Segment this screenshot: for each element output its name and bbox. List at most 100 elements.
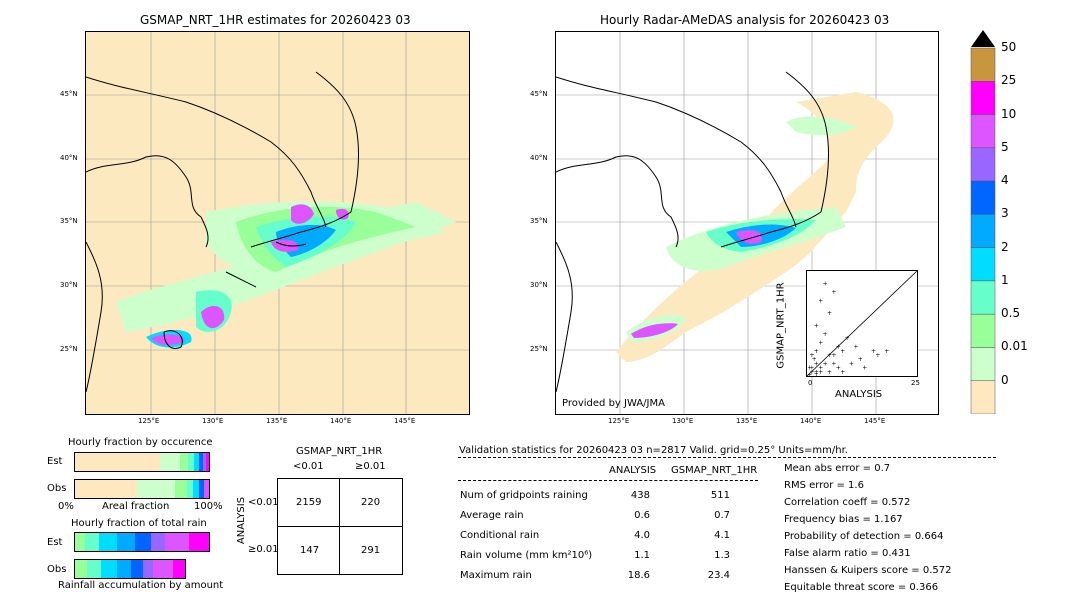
occurrence-axis-mid: Areal fraction [102, 501, 170, 512]
left-map-title: GSMAP_NRT_1HR estimates for 20260423 03 [140, 13, 411, 27]
scatter-point: + [818, 339, 823, 346]
colorbar-segment [970, 147, 996, 182]
scatter-point: + [827, 352, 832, 359]
scatter-point: + [814, 369, 819, 376]
score-line: False alarm ratio = 0.431 [784, 548, 911, 559]
scatter-point: + [840, 348, 845, 355]
occurrence-est-bar [74, 452, 210, 472]
scatter-point: + [871, 348, 876, 355]
left-lat-45: 45°N [60, 90, 78, 98]
total-rain-title: Hourly fraction of total rain [71, 518, 207, 529]
colorbar-segment [970, 114, 996, 149]
scatter-point: + [858, 356, 863, 363]
colorbar-label: 2 [1001, 239, 1009, 254]
colorbar-label: 0.5 [1001, 306, 1021, 321]
contingency-cell-12: 220 [361, 497, 381, 508]
validation-row-label: Average rain [460, 510, 524, 521]
score-line: RMS error = 1.6 [784, 480, 864, 491]
scatter-point: + [831, 289, 836, 296]
validation-row-g: 1.3 [714, 550, 730, 561]
scatter-point: + [809, 352, 814, 359]
scatter-point: + [818, 369, 823, 376]
validation-row-a: 0.6 [634, 510, 650, 521]
right-map: + + + + + + + + + + + + + + + + + + + + + + + + + + + + + + + + + + + + Pro… [555, 31, 939, 415]
right-lon-130: 130°E [672, 417, 694, 425]
colorbar-label: 0.01 [1001, 339, 1028, 354]
scatter-point: + [812, 356, 817, 363]
colorbar-segment [970, 380, 996, 415]
right-lon-145: 145°E [864, 417, 886, 425]
score-line: Frequency bias = 1.167 [784, 514, 903, 525]
scatter-point: + [840, 369, 845, 376]
right-lon-135: 135°E [736, 417, 758, 425]
validation-row-g: 4.1 [714, 530, 730, 541]
colorbar-segment [970, 347, 996, 381]
right-lon-125: 125°E [608, 417, 630, 425]
contingency-grid: 2159 220 147 291 [277, 478, 403, 575]
colorbar-label: 25 [1001, 73, 1017, 88]
validation-col-gsmap: GSMAP_NRT_1HR [671, 465, 758, 476]
scatter-point: + [814, 371, 819, 376]
scatter-point: + [836, 365, 841, 372]
validation-row-a: 438 [630, 490, 650, 501]
contingency-row-axis: ANALYSIS [236, 496, 248, 545]
occurrence-axis-right: 100% [194, 501, 223, 512]
scatter-point: + [845, 335, 850, 342]
colorbar-segment [970, 247, 996, 282]
inset-scatter: + + + + + + + + + + + + + + + + + + + + + + + + + + + + + + + + + + + + [806, 270, 918, 379]
scatter-point: + [818, 297, 823, 304]
validation-row-label: Num of gridpoints raining [460, 490, 588, 501]
scatter-point: + [818, 365, 823, 372]
occurrence-obs-bar [74, 479, 210, 499]
right-lon-140: 140°E [800, 417, 822, 425]
colorbar-label: 3 [1001, 206, 1009, 221]
scatter-point: + [814, 323, 819, 330]
validation-row-g: 23.4 [707, 570, 730, 581]
left-lat-35: 35°N [60, 217, 78, 225]
right-map-title: Hourly Radar-AMeDAS analysis for 2026042… [600, 13, 890, 27]
scatter-point: + [831, 352, 836, 359]
scatter-point: + [823, 360, 828, 367]
scatter-point: + [807, 372, 812, 376]
colorbar-segment [970, 81, 996, 115]
inset-tick-25: 25 [911, 379, 920, 387]
total-rain-footer: Rainfall accumulation by amount [58, 580, 224, 591]
occurrence-axis-left: 0% [58, 501, 74, 512]
colorbar-segment [970, 214, 996, 248]
occurrence-obs-label: Obs [47, 483, 67, 494]
colorbar-label: 50 [1001, 40, 1017, 54]
inset-tick-0: 0 [808, 379, 813, 387]
validation-col-analysis: ANALYSIS [609, 465, 657, 476]
colorbar-label: 1 [1001, 272, 1009, 287]
validation-row-g: 0.7 [714, 510, 730, 521]
left-map-svg [86, 32, 469, 414]
scatter-point: + [875, 352, 880, 359]
right-lat-25: 25°N [530, 345, 548, 353]
contingency-row2: ≥0.01 [248, 544, 279, 555]
score-line: Equitable threat score = 0.366 [784, 582, 939, 593]
colorbar-label: 4 [1001, 173, 1009, 188]
colorbar-svg [970, 30, 996, 415]
score-line: Mean abs error = 0.7 [784, 463, 891, 474]
validation-header-rule [458, 457, 996, 458]
contingency-title: GSMAP_NRT_1HR [296, 446, 383, 457]
right-lat-45: 45°N [530, 90, 548, 98]
scatter-point: + [814, 348, 819, 355]
scatter-point: + [884, 348, 889, 355]
inset-xlabel: ANALYSIS [835, 389, 883, 400]
scatter-point: + [823, 281, 828, 288]
occurrence-est-label: Est [47, 456, 63, 467]
total-rain-obs-label: Obs [47, 564, 67, 575]
validation-header: Validation statistics for 20260423 03 n=… [459, 445, 848, 456]
right-lat-40: 40°N [530, 154, 548, 162]
colorbar-segment [970, 280, 996, 315]
colorbar-segment [970, 180, 996, 215]
left-lon-145: 145°E [394, 417, 416, 425]
scatter-point: + [827, 310, 832, 317]
left-lon-135: 135°E [266, 417, 288, 425]
scatter-point: + [814, 360, 819, 367]
validation-row-label: Rain volume (mm km²10⁶) [460, 550, 593, 561]
left-lon-140: 140°E [330, 417, 352, 425]
colorbar-segment [970, 313, 996, 348]
scatter-point: + [809, 369, 814, 376]
